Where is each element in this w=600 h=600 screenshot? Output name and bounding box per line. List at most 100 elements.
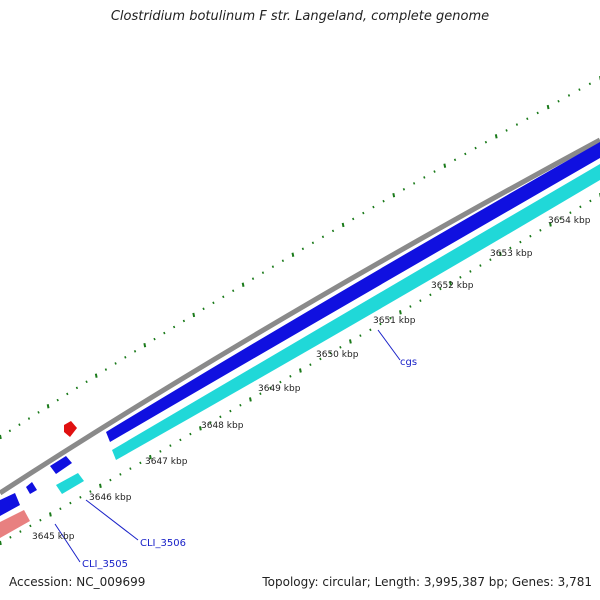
tick-mark-inner-1 xyxy=(9,536,12,539)
tick-mark-outer-24 xyxy=(232,289,235,293)
tick-mark-inner-30 xyxy=(299,368,302,373)
gene-label-cli-3506[interactable]: CLI_3506 xyxy=(140,538,186,549)
tick-mark-inner-39 xyxy=(389,316,392,320)
tick-mark-inner-23 xyxy=(229,409,232,413)
genome-stats-text: Topology: circular; Length: 3,995,387 bp… xyxy=(262,575,592,589)
tick-mark-inner-50 xyxy=(499,251,502,257)
forward-gene-small-1[interactable] xyxy=(50,456,72,474)
cli-3506-leader-line xyxy=(85,499,139,541)
forward-gene-cgs-region[interactable] xyxy=(106,142,600,442)
tick-mark-inner-6 xyxy=(59,507,62,511)
tick-mark-outer-31 xyxy=(301,247,305,251)
tick-mark-outer-20 xyxy=(192,312,196,318)
tick-mark-inner-7 xyxy=(69,501,72,505)
tick-mark-inner-55 xyxy=(549,222,552,227)
tick-mark-outer-56 xyxy=(557,99,560,103)
tick-mark-inner-18 xyxy=(179,438,182,442)
tick-mark-inner-15 xyxy=(149,454,152,460)
tick-mark-inner-29 xyxy=(289,375,292,378)
tick-mark-outer-22 xyxy=(212,301,215,305)
tick-mark-outer-37 xyxy=(362,211,365,215)
tick-mark-outer-40 xyxy=(392,193,396,198)
tick-mark-outer-21 xyxy=(202,307,205,311)
tick-mark-inner-9 xyxy=(89,490,92,493)
tick-mark-outer-27 xyxy=(261,271,265,275)
tick-mark-inner-51 xyxy=(509,246,512,250)
tick-mark-inner-49 xyxy=(489,258,492,261)
tick-mark-inner-56 xyxy=(559,217,562,220)
reverse-gene-cgs[interactable] xyxy=(112,164,600,460)
forward-gene-left[interactable] xyxy=(0,493,20,516)
tick-mark-outer-52 xyxy=(515,123,519,126)
tick-mark-outer-53 xyxy=(526,117,529,121)
cgs-leader-line xyxy=(377,329,401,361)
red-feature[interactable] xyxy=(64,421,77,437)
tick-mark-outer-49 xyxy=(484,140,488,144)
kbp-label-3650: 3650 kbp xyxy=(316,350,359,360)
tick-mark-inner-36 xyxy=(359,334,362,337)
tick-mark-outer-32 xyxy=(311,241,315,245)
tick-mark-outer-8 xyxy=(75,386,79,390)
tick-mark-inner-19 xyxy=(189,432,192,436)
gene-label-cli-3505[interactable]: CLI_3505 xyxy=(82,559,128,570)
kbp-label-3646: 3646 kbp xyxy=(89,493,132,503)
tick-mark-outer-41 xyxy=(402,188,406,191)
tick-mark-outer-58 xyxy=(578,88,581,91)
tick-mark-outer-7 xyxy=(66,392,69,396)
genome-backbone xyxy=(0,137,600,496)
tick-mark-outer-42 xyxy=(412,182,416,185)
tick-mark-inner-12 xyxy=(119,473,122,476)
tick-mark-inner-24 xyxy=(239,403,242,407)
reverse-gene-cli-3506[interactable] xyxy=(56,473,84,494)
tick-mark-outer-4 xyxy=(37,411,40,414)
tick-mark-inner-38 xyxy=(379,322,382,326)
tick-mark-outer-5 xyxy=(46,404,50,409)
tick-mark-outer-33 xyxy=(321,235,325,239)
tick-mark-inner-17 xyxy=(169,444,172,447)
tick-mark-outer-11 xyxy=(104,368,108,371)
tick-mark-inner-47 xyxy=(469,270,472,273)
tick-mark-inner-41 xyxy=(409,305,412,308)
tick-mark-outer-6 xyxy=(56,398,59,402)
tick-mark-inner-16 xyxy=(159,450,162,453)
tick-mark-outer-9 xyxy=(85,380,88,384)
tick-mark-inner-43 xyxy=(429,293,432,297)
tick-mark-inner-52 xyxy=(519,240,522,244)
tick-mark-inner-3 xyxy=(29,524,32,528)
tick-mark-outer-18 xyxy=(172,325,176,329)
tick-mark-inner-28 xyxy=(279,380,282,384)
tick-mark-outer-54 xyxy=(536,111,539,115)
tick-mark-inner-13 xyxy=(129,467,132,470)
tick-mark-outer-57 xyxy=(567,94,571,97)
tick-mark-outer-29 xyxy=(281,259,285,263)
kbp-label-3645: 3645 kbp xyxy=(32,532,75,542)
tick-mark-inner-35 xyxy=(349,339,352,344)
tick-mark-outer-12 xyxy=(114,362,117,365)
tick-mark-inner-2 xyxy=(19,530,22,533)
tick-marks xyxy=(0,76,600,546)
tick-mark-outer-14 xyxy=(133,349,137,353)
tick-mark-outer-47 xyxy=(464,152,467,156)
kbp-label-3648: 3648 kbp xyxy=(201,421,244,431)
tick-mark-outer-23 xyxy=(222,295,225,299)
tick-mark-inner-4 xyxy=(39,518,42,522)
tick-mark-inner-37 xyxy=(369,328,372,332)
tick-mark-inner-20 xyxy=(199,426,202,431)
tick-mark-outer-48 xyxy=(474,146,477,150)
tick-mark-inner-46 xyxy=(459,275,462,279)
tick-mark-outer-55 xyxy=(546,104,550,110)
forward-gene-small-2[interactable] xyxy=(26,482,37,494)
tick-mark-outer-35 xyxy=(341,222,345,228)
tick-mark-outer-15 xyxy=(143,342,147,348)
pink-feature[interactable] xyxy=(0,510,30,538)
gene-label-cgs[interactable]: cgs xyxy=(400,357,417,368)
tick-mark-outer-16 xyxy=(153,337,156,341)
tick-mark-outer-39 xyxy=(382,199,385,203)
cli-3505-leader-line xyxy=(54,523,81,563)
tick-mark-outer-45 xyxy=(443,163,447,168)
tick-mark-outer-13 xyxy=(124,356,127,359)
tick-mark-outer-59 xyxy=(588,82,592,86)
tick-mark-inner-44 xyxy=(439,287,442,291)
